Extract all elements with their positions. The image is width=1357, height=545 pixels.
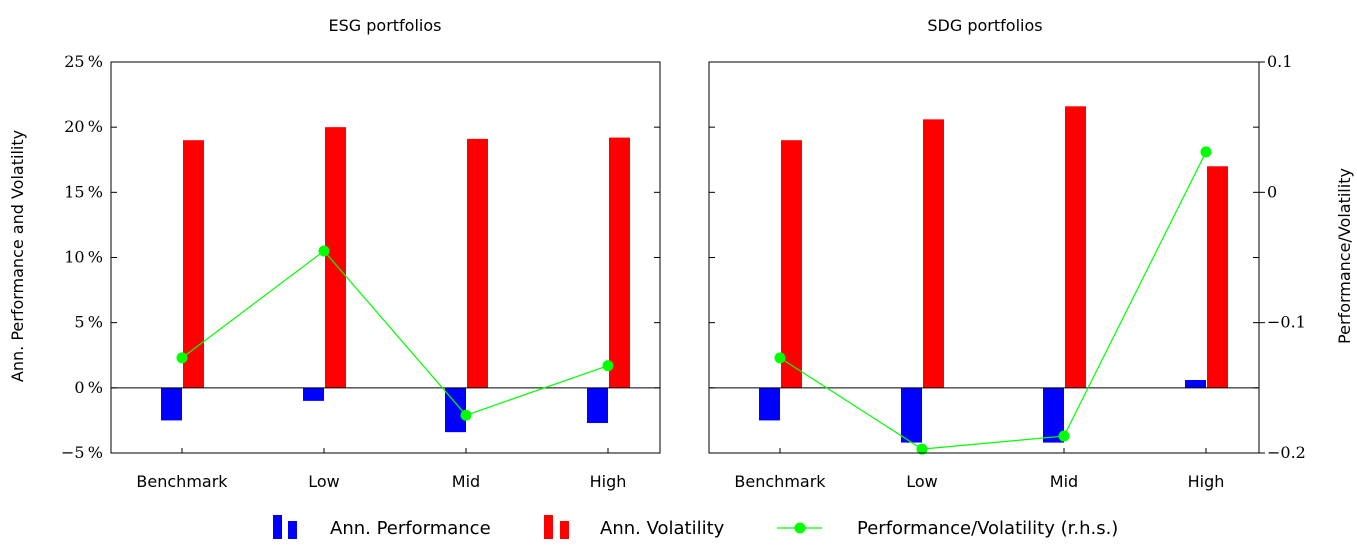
sdg-bar-performance-mid: [1043, 387, 1064, 443]
y-tick-label: 20 %: [64, 117, 103, 136]
y2-axis-label: Performance/Volatility: [1335, 168, 1354, 344]
sdg-bar-volatility-benchmark: [781, 140, 802, 388]
sdg-bar-volatility-high: [1207, 166, 1228, 388]
y-axis-label: Ann. Performance and Volatility: [8, 130, 27, 382]
sdg-bar-performance-benchmark: [759, 387, 780, 421]
esg-bar-performance-benchmark: [161, 387, 182, 421]
y-tick-label: 5 %: [74, 313, 103, 332]
esg-ratio-point-mid: [460, 409, 472, 421]
y2-tick-label: 0.1: [1267, 52, 1292, 71]
legend-volatility-swatch-a: [544, 515, 553, 539]
esg-bar-volatility-low: [325, 127, 346, 388]
sdg-panel: SDG portfolios Performance/Volatility −0…: [708, 16, 1354, 491]
sdg-bar-performance-low: [901, 387, 922, 443]
esg-bar-performance-low: [303, 387, 324, 401]
legend-volatility-label: Ann. Volatility: [600, 518, 725, 539]
sdg-bar-volatility-low: [923, 119, 944, 388]
esg-bar-volatility-benchmark: [183, 140, 204, 388]
esg-plot-frame: [110, 61, 661, 454]
legend: Ann. Performance Ann. Volatility Perform…: [273, 515, 1118, 539]
y-tick-label: 10 %: [64, 248, 103, 267]
sdg-plot-frame: [708, 61, 1260, 454]
esg-x-tick-label: Mid: [452, 472, 480, 491]
esg-panel-title: ESG portfolios: [329, 16, 442, 35]
sdg-ratio-point-low: [916, 443, 928, 455]
legend-ratio: Performance/Volatility (r.h.s.): [777, 518, 1118, 539]
esg-ratio-point-high: [602, 360, 614, 372]
esg-ratio-line: [181, 250, 609, 416]
legend-ratio-marker: [794, 522, 806, 534]
sdg-x-tick-label: Mid: [1050, 472, 1078, 491]
y-tick-label: 15 %: [64, 182, 103, 201]
y-tick-label: 25 %: [64, 52, 103, 71]
esg-ratio-point-low: [318, 245, 330, 257]
esg-x-tick-label: Benchmark: [136, 472, 228, 491]
sdg-x-tick-label: Low: [906, 472, 938, 491]
y2-tick-label: −0.2: [1267, 443, 1306, 462]
esg-bar-performance-mid: [445, 387, 466, 433]
esg-bar-performance-high: [587, 387, 608, 424]
y-tick-label: −5 %: [61, 443, 103, 462]
legend-volatility: Ann. Volatility: [544, 515, 725, 539]
esg-x-tick-label: Low: [308, 472, 340, 491]
esg-panel: ESG portfolios Ann. Performance and Vola…: [8, 16, 661, 491]
sdg-x-tick-label: Benchmark: [734, 472, 826, 491]
esg-ratio-point-benchmark: [176, 352, 188, 364]
legend-ratio-label: Performance/Volatility (r.h.s.): [857, 518, 1118, 539]
sdg-x-tick-label: High: [1188, 472, 1225, 491]
sdg-bar-performance-high: [1185, 380, 1206, 388]
y2-tick-label: −0.1: [1267, 313, 1306, 332]
legend-performance-label: Ann. Performance: [330, 518, 491, 539]
sdg-ratio-point-benchmark: [774, 352, 786, 364]
esg-bar-volatility-high: [609, 137, 630, 388]
legend-performance-swatch-b: [288, 521, 297, 539]
esg-bar-volatility-mid: [467, 138, 488, 388]
y-tick-label: 0 %: [74, 378, 103, 397]
y2-tick-label: 0: [1267, 182, 1277, 201]
legend-volatility-swatch-b: [560, 521, 569, 539]
legend-performance-swatch-a: [273, 515, 282, 539]
sdg-panel-title: SDG portfolios: [927, 16, 1042, 35]
sdg-ratio-line: [779, 151, 1207, 450]
sdg-bar-volatility-mid: [1065, 106, 1086, 388]
sdg-ratio-point-mid: [1058, 430, 1070, 442]
sdg-ratio-point-high: [1200, 146, 1212, 158]
esg-x-tick-label: High: [590, 472, 627, 491]
legend-performance: Ann. Performance: [273, 515, 491, 539]
